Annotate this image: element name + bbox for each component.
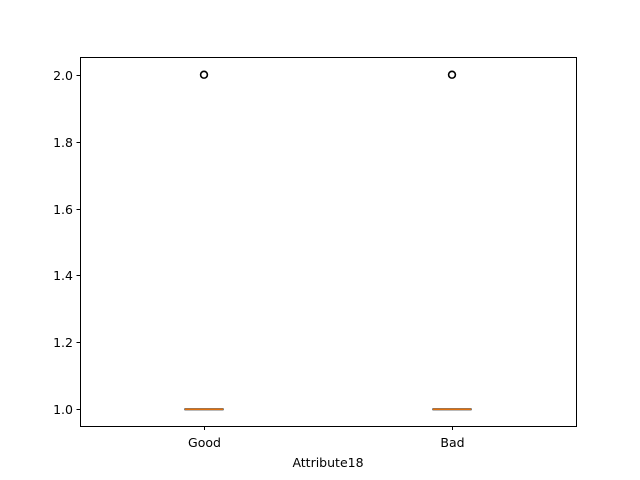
box-good [184, 70, 224, 411]
axes-frame [80, 57, 577, 427]
y-tick-label: 1.0 [53, 402, 73, 417]
plot-marks [184, 70, 472, 411]
y-tick-label: 1.4 [53, 268, 73, 283]
y-axis: 1.0 1.2 1.4 1.6 1.8 2.0 [53, 68, 81, 417]
y-tick-label: 1.6 [53, 202, 73, 217]
x-axis: Good Bad [188, 426, 465, 450]
y-tick-label: 1.8 [53, 135, 73, 150]
x-tick-label: Bad [440, 435, 464, 450]
outlier-point [199, 70, 209, 79]
outlier-point [447, 70, 457, 79]
y-tick-label: 2.0 [53, 68, 73, 83]
x-tick-label: Good [188, 435, 221, 450]
y-tick-label: 1.2 [53, 335, 73, 350]
box-bad [432, 70, 472, 411]
x-axis-label: Attribute18 [292, 455, 363, 470]
